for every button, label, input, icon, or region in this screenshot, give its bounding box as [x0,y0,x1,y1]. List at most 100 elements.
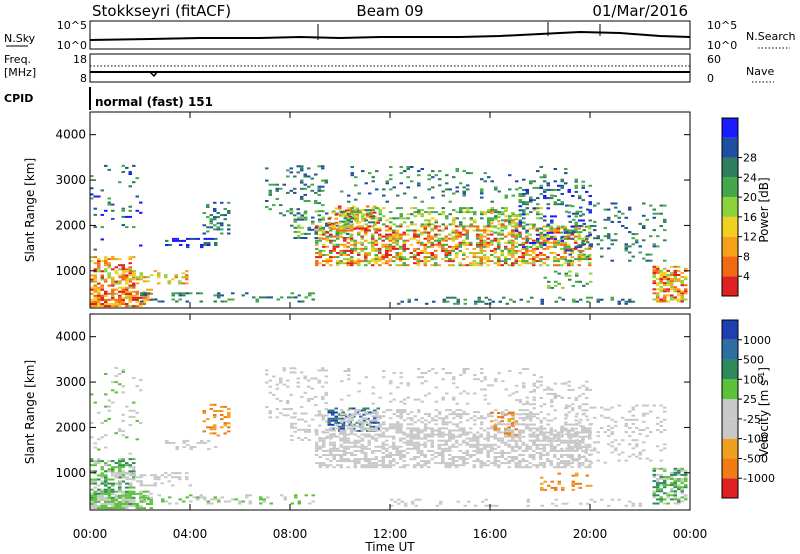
range-gate-cell [296,377,300,380]
range-gate-cell [360,449,364,452]
range-gate-cell [659,271,663,274]
range-gate-cell [542,229,546,232]
range-gate-cell [346,229,350,232]
range-gate-cell [343,449,347,452]
range-gate-cell [522,195,526,197]
range-gate-cell [97,303,101,305]
range-gate-cell [104,260,108,263]
range-gate-cell [364,376,368,379]
range-gate-cell [514,224,518,227]
range-gate-cell [553,231,557,234]
range-gate-cell [369,421,373,424]
range-gate-cell [441,454,445,456]
range-gate-cell [553,397,557,399]
range-gate-cell [663,274,667,276]
range-gate-cell [104,270,108,273]
range-gate-cell [497,211,501,214]
range-gate-cell [268,410,272,413]
range-gate-cell [217,296,221,299]
range-gate-cell [381,431,385,434]
range-gate-cell [434,372,438,375]
range-gate-cell [286,191,290,194]
range-gate-cell [553,447,557,450]
range-gate-cell [100,490,104,493]
range-gate-cell [430,241,434,244]
range-gate-cell [680,292,684,295]
range-gate-cell [366,227,370,230]
range-gate-cell [399,182,403,185]
range-gate-cell [540,488,544,491]
range-gate-cell [518,409,522,412]
range-gate-cell [549,464,553,467]
range-gate-cell [360,458,364,461]
range-gate-cell [663,290,667,293]
range-gate-cell [427,460,431,463]
range-gate-cell [314,395,318,398]
range-gate-cell [479,427,483,430]
range-gate-cell [146,490,150,493]
range-gate-cell [107,464,111,467]
range-gate-cell [114,507,118,510]
range-gate-cell [575,433,579,436]
range-gate-cell [673,290,677,293]
range-gate-cell [557,272,561,275]
range-gate-cell [373,227,377,230]
range-gate-cell [663,282,667,285]
range-gate-cell [480,192,484,195]
range-gate-cell [444,462,448,465]
range-gate-cell [434,386,438,389]
range-gate-cell [557,472,561,475]
range-gate-cell [663,410,667,413]
range-gate-cell [396,409,400,412]
range-gate-cell [452,413,456,416]
range-gate-cell [518,249,522,252]
range-gate-cell [125,294,129,297]
range-gate-cell [375,217,379,220]
range-gate-cell [420,225,424,228]
range-gate-cell [596,237,600,240]
range-gate-cell [455,254,459,256]
range-gate-cell [504,409,508,412]
range-gate-cell [209,218,213,221]
range-gate-cell [325,212,329,215]
range-gate-cell [560,441,564,444]
range-gate-cell [378,433,382,436]
range-gate-cell [111,474,115,477]
range-gate-cell [560,425,564,428]
range-gate-cell [111,460,115,463]
range-gate-cell [577,237,581,240]
range-gate-cell [607,429,611,431]
range-gate-cell [507,451,511,454]
range-gate-cell [416,433,420,436]
range-gate-cell [325,431,329,434]
range-gate-cell [556,239,560,242]
range-gate-cell [423,441,427,444]
range-gate-cell [409,433,413,436]
range-gate-cell [504,458,508,461]
range-gate-cell [575,443,579,446]
range-gate-cell [554,486,558,489]
range-gate-cell [574,441,578,444]
range-gate-cell [90,480,94,483]
range-gate-cell [670,265,674,268]
range-gate-cell [459,182,463,185]
range-gate-cell [472,262,476,265]
range-gate-cell [614,447,618,450]
range-gate-cell [275,408,279,411]
range-gate-cell [324,408,328,411]
range-gate-cell [282,369,286,372]
range-gate-cell [118,294,122,297]
range-gate-cell [462,241,466,244]
range-gate-cell [511,235,515,238]
range-gate-cell [624,243,628,246]
range-gate-cell [455,190,459,193]
range-gate-cell [473,419,477,422]
range-gate-cell [392,241,396,244]
range-gate-cell [388,445,392,448]
range-gate-cell [364,258,368,261]
range-gate-cell [451,458,455,461]
range-gate-cell [596,202,600,205]
range-gate-cell [318,424,322,427]
range-gate-cell [420,223,424,226]
range-gate-cell [93,294,97,297]
